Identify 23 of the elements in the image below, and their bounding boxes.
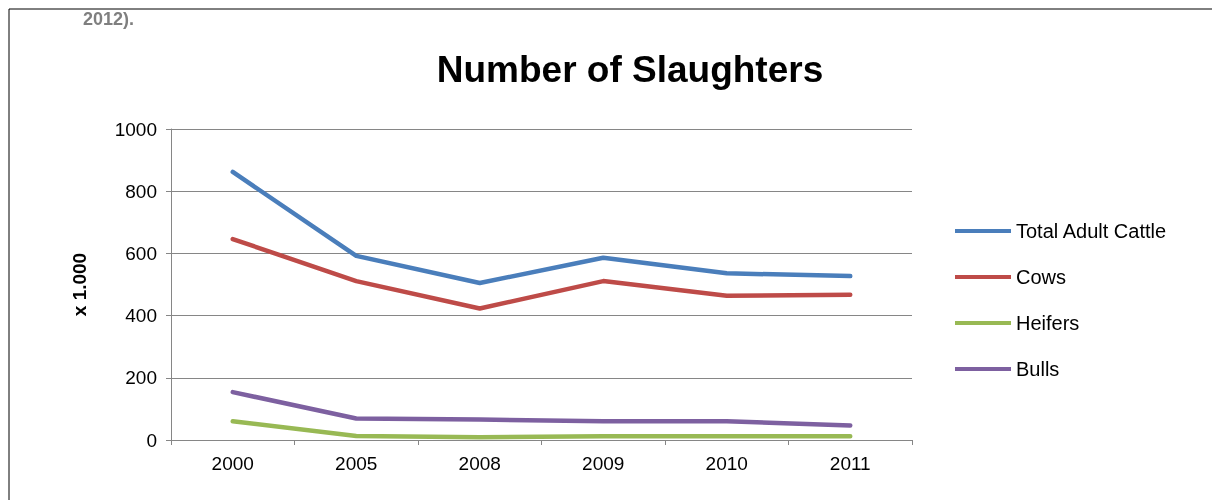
- y-tick-label: 200: [125, 367, 157, 389]
- y-tick-label: 800: [125, 180, 157, 202]
- y-axis-title: x 1.000: [69, 252, 90, 317]
- x-tick-label: 2010: [705, 453, 748, 474]
- x-tick-label: 2011: [829, 453, 871, 474]
- legend-label: Heifers: [1016, 312, 1080, 334]
- legend-label: Bulls: [1016, 358, 1060, 380]
- chart-title: Number of Slaughters: [436, 49, 824, 90]
- text: 2012).: [83, 9, 135, 29]
- line-series: [230, 389, 853, 428]
- x-tick-label: 2009: [582, 453, 625, 474]
- legend-label: Total Adult Cattle: [1016, 220, 1167, 242]
- line-series: [230, 236, 853, 311]
- y-tick-label: 1000: [114, 118, 157, 140]
- y-tick-label: 600: [125, 242, 157, 264]
- x-tick-label: 2000: [211, 453, 254, 474]
- y-tick-label: 0: [146, 429, 157, 451]
- legend-label: Cows: [1016, 266, 1067, 288]
- x-tick-label: 2008: [458, 453, 501, 474]
- y-tick-label: 400: [125, 305, 157, 327]
- line-series: [230, 419, 853, 440]
- line-series: [230, 169, 853, 286]
- x-tick-label: 2005: [335, 453, 378, 474]
